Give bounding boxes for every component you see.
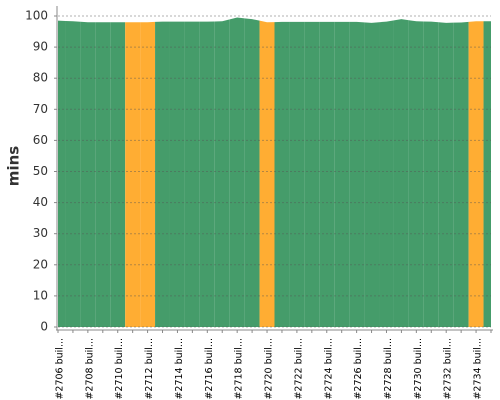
- area-segment: [274, 21, 290, 328]
- x-tick-label: #2722 buil...: [293, 338, 304, 400]
- area-segment: [244, 18, 260, 328]
- y-tick-label: 70: [33, 102, 48, 116]
- y-tick-label: 60: [33, 133, 48, 147]
- area-segment: [393, 19, 409, 328]
- area-segment: [169, 21, 185, 328]
- y-tick-label: 20: [33, 257, 48, 271]
- area-segment: [95, 22, 111, 327]
- x-tick-label: #2732 buil...: [443, 338, 454, 400]
- area-segment: [453, 21, 469, 328]
- area-segment: [304, 21, 320, 328]
- area-segment: [468, 21, 484, 328]
- area-segment: [408, 20, 424, 328]
- y-tick-label: 0: [40, 320, 48, 334]
- x-tick-label: #2718 buil...: [234, 338, 245, 400]
- x-tick-label: #2716 buil...: [204, 338, 215, 400]
- x-tick-label: #2730 buil...: [413, 338, 424, 400]
- area-segment: [65, 20, 81, 327]
- x-tick-label: #2734 buil...: [473, 338, 484, 400]
- x-tick-label: #2714 buil...: [174, 338, 185, 400]
- x-tick-label: #2720 buil...: [264, 338, 275, 400]
- y-tick-label: 80: [33, 71, 48, 85]
- area-segment: [319, 21, 335, 328]
- y-tick-label: 40: [33, 195, 48, 209]
- x-tick-label: #2710 buil...: [114, 338, 125, 400]
- area-segment: [259, 20, 275, 327]
- area-segment: [349, 21, 365, 328]
- x-tick-label: #2726 buil...: [353, 338, 364, 400]
- y-tick-label: 50: [33, 164, 48, 178]
- x-tick-label: #2724 buil...: [323, 338, 334, 400]
- area-segment: [110, 22, 126, 327]
- x-tick-label: #2706 buil...: [55, 338, 66, 400]
- y-axis-label: mins: [5, 146, 23, 186]
- area-segment: [199, 21, 215, 327]
- x-tick-label: #2708 buil...: [84, 338, 95, 400]
- area-segment: [155, 21, 170, 328]
- area-segment: [80, 21, 96, 327]
- area-segment: [438, 22, 454, 327]
- y-tick-label: 100: [25, 9, 48, 23]
- area-segment: [229, 17, 245, 328]
- area-segment: [184, 21, 200, 328]
- area-segment: [379, 20, 394, 327]
- area-segment: [334, 21, 350, 328]
- area-segment: [483, 21, 491, 328]
- area-segment: [214, 19, 230, 328]
- area-segment: [140, 21, 156, 328]
- y-tick-label: 10: [33, 288, 48, 302]
- area-segment: [58, 20, 66, 327]
- x-tick-label: #2712 buil...: [144, 338, 155, 400]
- area-segment: [289, 21, 305, 328]
- x-tick-label: #2728 buil...: [383, 338, 394, 400]
- y-tick-label: 90: [33, 40, 48, 54]
- area-segment: [423, 21, 439, 327]
- area-segment: [364, 22, 380, 327]
- y-tick-label: 30: [33, 226, 48, 240]
- area-segment: [125, 22, 141, 327]
